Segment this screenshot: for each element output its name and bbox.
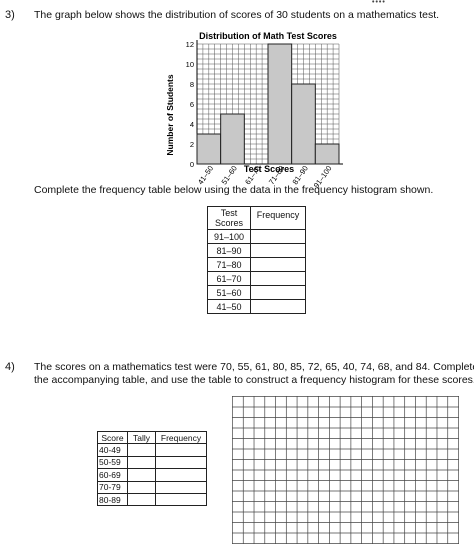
chart-x-tick-label: 41–50 [196,164,215,186]
frequency-input-cell[interactable] [250,229,306,244]
chart-bar [314,143,340,165]
table-row: 61–70 [207,271,306,286]
chart-y-tick-label: 6 [190,100,194,109]
blank-graph-grid[interactable] [232,396,459,544]
table-row: 80-89 [97,492,207,507]
table-row: 50-59 [97,455,207,470]
table-row: 81–90 [207,243,306,258]
question-4-number: 4) [5,361,15,373]
question-3-text: The graph below shows the distribution o… [34,9,440,21]
table-row: 71–80 [207,257,306,272]
tally-table-q4: Score Tally Frequency 40-49 50-59 60-69 … [97,430,207,507]
page-header-mark: •••• [372,0,386,6]
tally-input-cell[interactable] [127,468,156,482]
chart-bar [220,113,245,165]
header-frequency: Frequency [155,430,207,445]
chart-y-tick-label: 10 [186,60,194,69]
chart-x-axis-label: Test Scores [244,164,294,174]
score-range-cell: 61–70 [207,271,251,286]
table-row: 60-69 [97,468,207,482]
frequency-input-cell[interactable] [155,455,207,470]
frequency-input-cell[interactable] [250,257,306,272]
score-range-cell: 80-89 [97,492,128,507]
chart-title: Distribution of Math Test Scores [199,31,337,41]
table-header-row: Score Tally Frequency [97,430,207,445]
score-range-cell: 50-59 [97,455,128,470]
tally-input-cell[interactable] [127,492,156,507]
question-3-number: 3) [5,9,15,21]
score-range-cell: 41–50 [207,299,251,314]
chart-y-tick-label: 12 [186,40,194,49]
chart-y-axis-label: Number of Students [165,74,175,155]
frequency-table-q3: Test Scores Frequency 91–100 81–90 71–80… [207,206,306,314]
table-header-row: Test Scores Frequency [207,206,306,230]
frequency-input-cell[interactable] [155,492,207,507]
frequency-input-cell[interactable] [250,271,306,286]
score-range-cell: 81–90 [207,243,251,258]
frequency-input-cell[interactable] [155,468,207,482]
header-frequency: Frequency [250,206,306,230]
chart-bar [267,43,293,165]
chart-y-tick-label: 2 [190,140,194,149]
chart-y-tick-label: 8 [190,80,194,89]
question-3-instruction: Complete the frequency table below using… [34,184,434,196]
header-test-scores-line1: Test [220,208,238,218]
score-range-cell: 71–80 [207,257,251,272]
chart-y-tick-label: 0 [190,160,194,169]
table-row: 51–60 [207,285,306,300]
question-4-text-line2: the accompanying table, and use the tabl… [34,374,474,386]
frequency-input-cell[interactable] [250,299,306,314]
table-row: 41–50 [207,299,306,314]
chart-bars [196,43,340,165]
table-row: 70-79 [97,480,207,494]
header-tally: Tally [127,430,156,445]
chart-y-tick-label: 4 [190,120,194,129]
question-4-text-line1: The scores on a mathematics test were 70… [34,361,474,373]
score-range-cell: 60-69 [97,468,128,482]
table-row: 91–100 [207,229,306,244]
header-score: Score [97,430,128,445]
header-test-scores: Test Scores [207,206,251,230]
histogram-chart: Distribution of Math Test Scores Number … [165,31,343,190]
score-range-cell: 40-49 [97,443,128,457]
frequency-input-cell[interactable] [250,285,306,300]
frequency-input-cell[interactable] [155,480,207,494]
frequency-input-cell[interactable] [250,243,306,258]
chart-y-ticks: 0 2 4 6 8 10 12 [186,40,194,169]
header-test-scores-line2: Scores [214,218,243,228]
chart-bar [291,83,316,165]
chart-x-tick-label: 51–60 [220,164,239,186]
score-range-cell: 91–100 [207,229,251,244]
tally-input-cell[interactable] [127,443,156,457]
frequency-input-cell[interactable] [155,443,207,457]
tally-input-cell[interactable] [127,480,156,494]
chart-bar [196,133,222,165]
score-range-cell: 51–60 [207,285,251,300]
score-range-cell: 70-79 [97,480,128,494]
table-row: 40-49 [97,443,207,457]
tally-input-cell[interactable] [127,455,156,470]
